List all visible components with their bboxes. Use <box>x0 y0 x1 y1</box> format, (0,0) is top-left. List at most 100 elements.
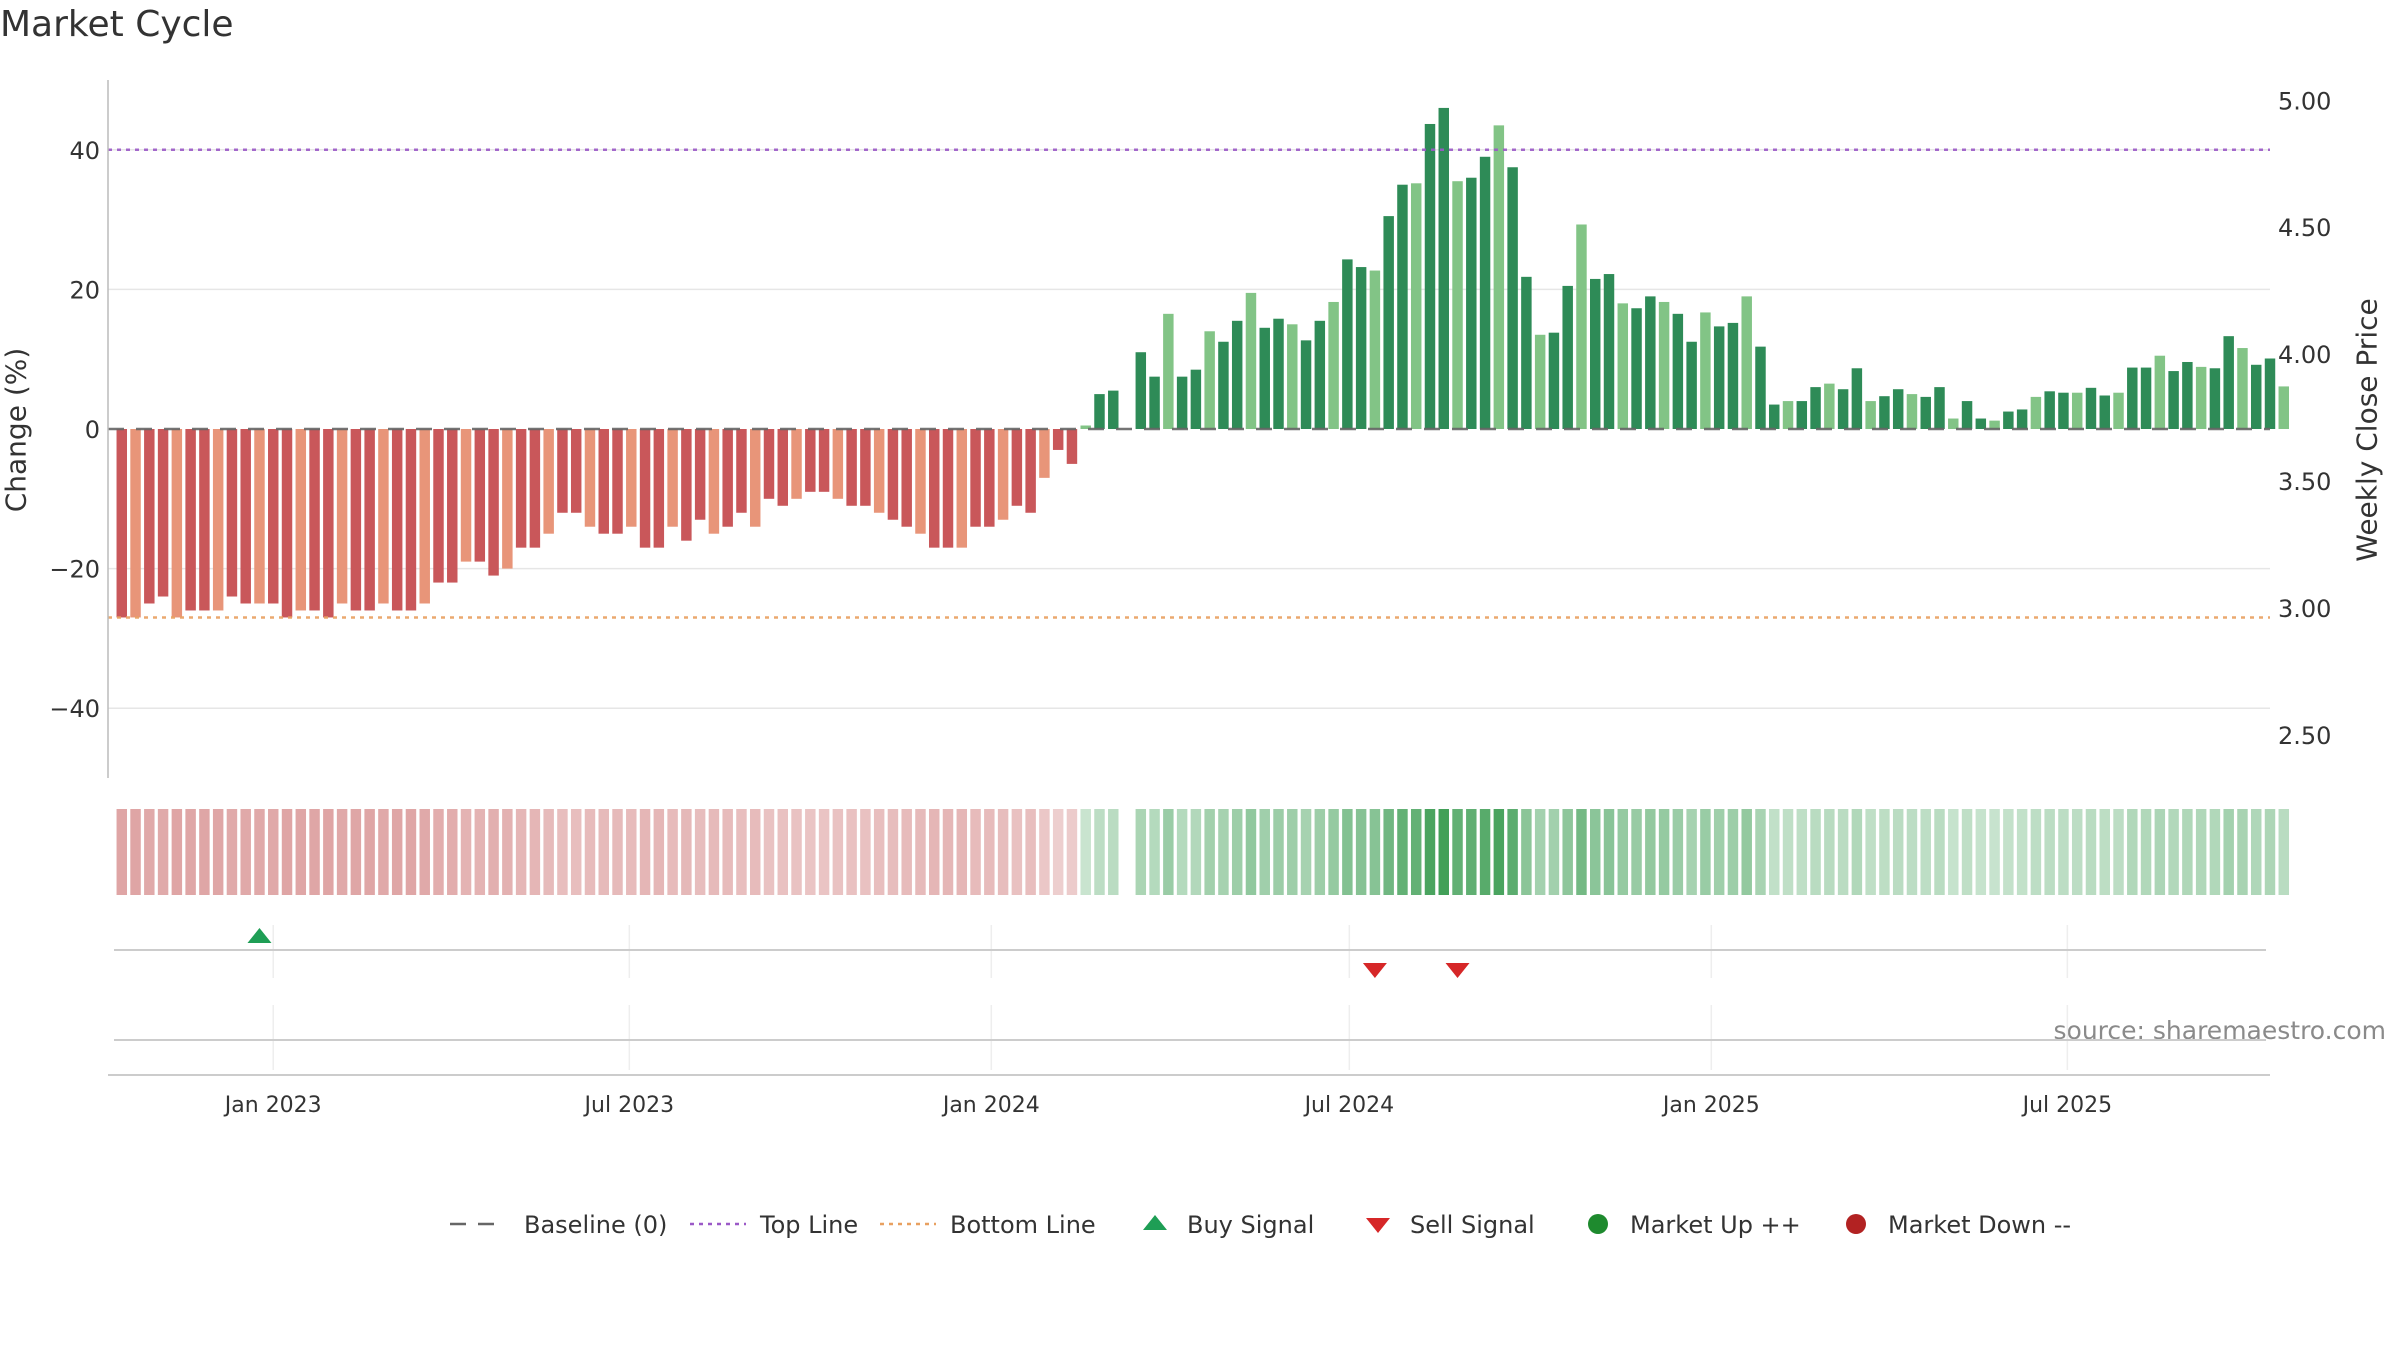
heat-cell <box>1218 809 1229 895</box>
change-bar <box>1424 123 1436 429</box>
change-bar <box>1755 346 1766 429</box>
heat-cell <box>309 809 320 895</box>
heat-cell <box>1796 809 1808 895</box>
change-bar <box>901 429 912 527</box>
heat-cell <box>295 809 307 895</box>
heat-cell <box>199 809 210 895</box>
heat-cell <box>2182 809 2193 895</box>
heat-cell <box>901 809 912 895</box>
heat-cell <box>722 809 733 895</box>
heat-cell <box>570 809 582 895</box>
change-bar <box>1355 267 1367 429</box>
heat-cell <box>1603 809 1615 895</box>
y2-tick-label: 2.50 <box>2278 722 2331 750</box>
change-bar <box>1534 334 1546 429</box>
change-bar <box>336 429 348 604</box>
heat-cell <box>1810 809 1821 895</box>
change-bar <box>2127 367 2138 429</box>
change-bar <box>1108 390 1119 429</box>
heat-cell <box>2085 809 2097 895</box>
heat-cell <box>846 809 857 895</box>
change-bar <box>1796 401 1808 429</box>
change-bar <box>1493 125 1505 430</box>
change-bar <box>763 429 775 499</box>
heat-cell <box>832 809 844 895</box>
change-bar <box>1824 383 1835 429</box>
change-bar <box>364 429 375 611</box>
heat-cell <box>1231 809 1243 895</box>
heat-cell <box>1686 809 1697 895</box>
heat-cell <box>2237 809 2248 895</box>
heat-cell <box>667 809 678 895</box>
change-bar <box>1576 224 1587 429</box>
heat-cell <box>1025 809 1036 895</box>
change-bar <box>1466 177 1477 429</box>
heat-cell <box>1080 809 1091 895</box>
legend-label: Market Down -- <box>1888 1211 2071 1239</box>
change-bar <box>805 429 816 492</box>
heat-cell <box>405 809 417 895</box>
heat-cell <box>1727 809 1739 895</box>
change-bar <box>1273 318 1284 429</box>
change-bar <box>1521 276 1532 429</box>
change-bar <box>1176 376 1188 429</box>
change-bar <box>1961 401 1973 429</box>
heat-cell <box>1259 809 1270 895</box>
heat-cell <box>1245 809 1257 895</box>
x-tick-label: Jan 2025 <box>1661 1093 1760 1118</box>
change-bar <box>1837 389 1849 429</box>
heat-cell <box>2264 809 2276 895</box>
heat-cell <box>763 809 775 895</box>
change-bar <box>777 429 788 506</box>
heat-cell <box>1782 809 1794 895</box>
signals-layer <box>247 928 1470 978</box>
change-bar <box>1218 341 1229 429</box>
change-bar <box>1094 394 1105 429</box>
y2-tick-label: 3.50 <box>2278 468 2331 496</box>
change-bar <box>1590 278 1601 429</box>
y-tick-label: 20 <box>69 276 100 304</box>
change-bar <box>240 429 251 604</box>
heat-cell <box>543 809 554 895</box>
change-bar <box>1782 401 1794 429</box>
change-bar <box>653 429 665 548</box>
heat-cell <box>460 809 472 895</box>
heat-cell <box>1493 809 1505 895</box>
heat-cell <box>929 809 940 895</box>
heat-cell <box>915 809 926 895</box>
change-bar <box>818 429 830 492</box>
change-bar <box>1548 332 1560 429</box>
change-bar <box>929 429 940 548</box>
heat-cell <box>1975 809 1987 895</box>
change-bar <box>226 429 238 597</box>
reference-lines <box>108 148 2270 619</box>
heat-cell <box>694 809 706 895</box>
change-bar <box>1672 313 1684 429</box>
change-bar <box>1383 216 1394 429</box>
change-bar <box>1231 320 1243 429</box>
change-bar <box>736 429 747 513</box>
change-bar <box>1727 322 1739 429</box>
heat-cell <box>1892 809 1904 895</box>
y2-tick-label: 4.00 <box>2278 341 2331 369</box>
y2-tick-label: 3.00 <box>2278 595 2331 623</box>
heat-cell <box>2250 809 2262 895</box>
legend-label: Bottom Line <box>950 1211 1096 1239</box>
heat-cell <box>1713 809 1725 895</box>
change-bar <box>2154 355 2166 429</box>
change-bar <box>1645 296 1656 429</box>
heat-cell <box>1466 809 1477 895</box>
heat-cell <box>1548 809 1560 895</box>
change-bar <box>2168 371 2179 429</box>
change-bar <box>1039 429 1050 478</box>
change-bar <box>1342 259 1353 429</box>
heat-cell <box>1190 809 1202 895</box>
change-bar <box>268 429 279 604</box>
change-bar <box>254 429 265 604</box>
legend-buy-swatch <box>1143 1215 1167 1230</box>
y2-tick-label: 4.50 <box>2278 214 2331 242</box>
change-bar <box>1865 401 1876 429</box>
heat-cell <box>736 809 747 895</box>
change-bar <box>405 429 417 611</box>
heat-cell <box>1287 809 1298 895</box>
